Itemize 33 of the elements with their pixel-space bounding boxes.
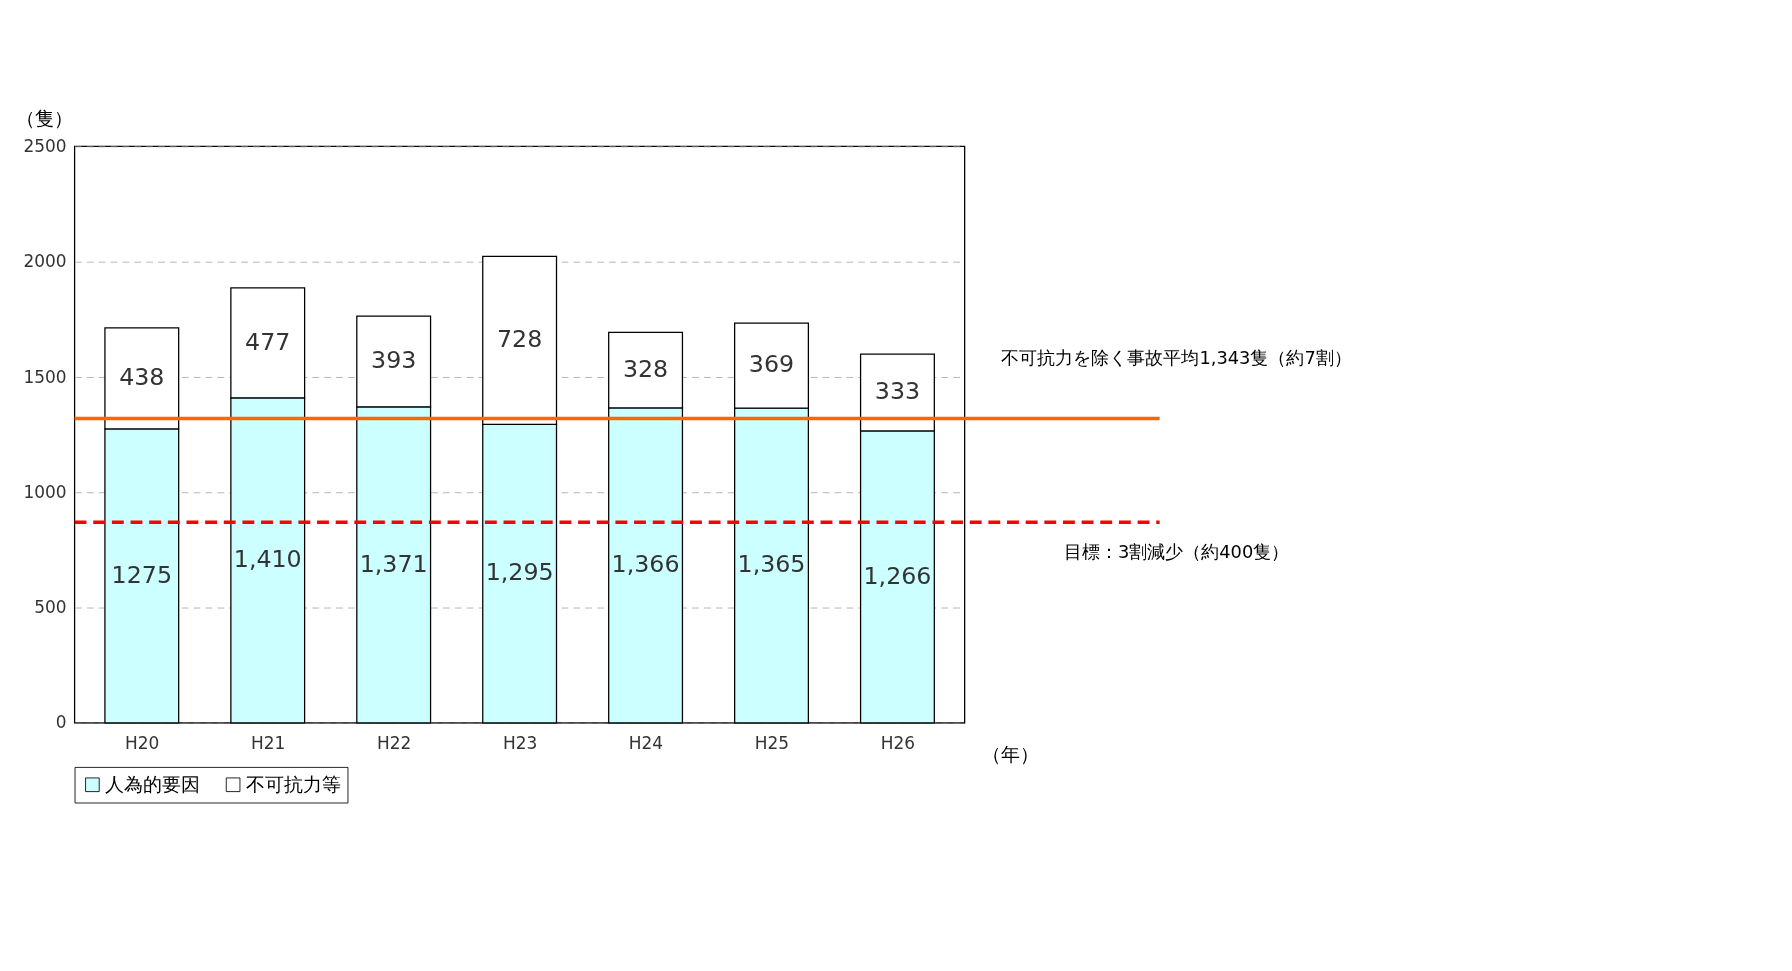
ref-line-label: 不可抗力を除く事故平均1,343隻（約7割） — [1001, 347, 1352, 369]
data-label: 1,365 — [737, 550, 806, 579]
x-tick-label: H21 — [251, 732, 286, 753]
data-label: 1,295 — [485, 558, 554, 587]
data-label: 369 — [748, 350, 795, 379]
x-tick-label: H20 — [125, 732, 160, 753]
data-label: 1,410 — [233, 545, 302, 574]
data-label: 393 — [371, 346, 417, 375]
data-label: 328 — [622, 354, 669, 383]
y-tick-label: 0 — [55, 712, 67, 733]
data-label: 1,266 — [863, 561, 932, 590]
ref-line-label: 目標：3割減少（約400隻） — [1063, 540, 1290, 562]
legend-label: 人為的要因 — [105, 773, 201, 795]
data-label: 477 — [245, 327, 291, 356]
x-tick-label: H26 — [880, 732, 916, 753]
legend-label: 不可抗力等 — [245, 773, 341, 795]
data-label: 438 — [119, 363, 165, 392]
x-tick-label: H24 — [628, 732, 664, 753]
data-label: 1,371 — [359, 549, 428, 578]
data-label: 1,366 — [611, 550, 680, 579]
data-label: 333 — [874, 377, 921, 406]
x-tick-label: H23 — [502, 732, 538, 753]
x-axis-title: （年） — [981, 744, 1039, 766]
y-tick-label: 1000 — [23, 481, 67, 502]
data-label: 1275 — [111, 560, 172, 589]
y-tick-label: 500 — [34, 597, 67, 618]
x-tick-label: H25 — [754, 732, 790, 753]
x-tick-label: H22 — [376, 732, 412, 753]
y-tick-label: 1500 — [23, 366, 67, 387]
data-label: 728 — [496, 325, 543, 354]
y-tick-label: 2500 — [23, 135, 67, 156]
y-axis-title: （隻） — [16, 108, 74, 130]
y-tick-label: 2000 — [23, 251, 67, 272]
